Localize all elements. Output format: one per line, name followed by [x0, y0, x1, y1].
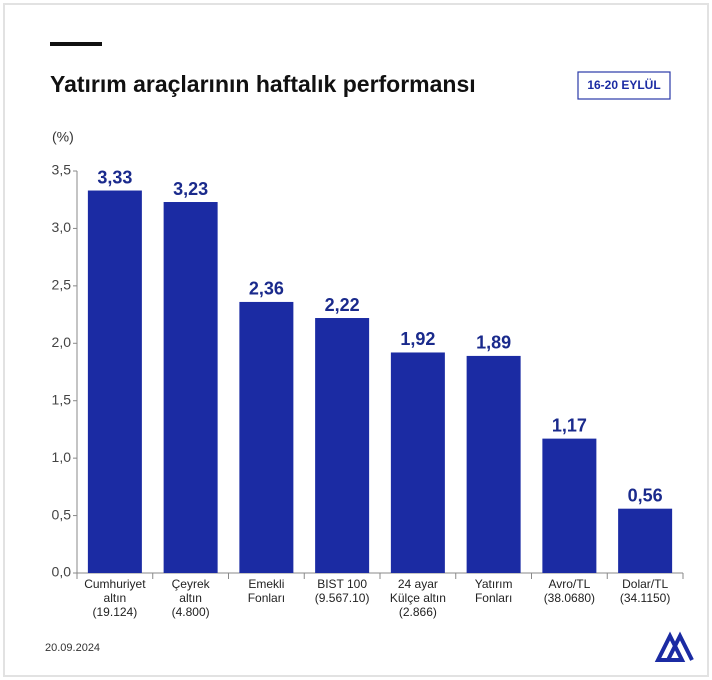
date: 20.09.2024	[45, 642, 100, 654]
logo	[654, 631, 694, 662]
x-tick-label: Fonları	[475, 591, 512, 605]
bar	[542, 438, 597, 573]
x-tick-label: altın	[104, 591, 127, 605]
badge-box	[577, 71, 671, 100]
x-tick-label: (34.1150)	[620, 591, 670, 605]
y-tick-label: 3,0	[52, 219, 72, 235]
bar	[239, 301, 294, 573]
x-tick-label: 24 ayar	[398, 577, 438, 591]
x-tick-label: (19.124)	[93, 605, 138, 619]
value-label: 1,92	[400, 329, 435, 349]
badge: 16-20 EYLÜL	[587, 77, 660, 92]
x-tick-label: Fonları	[248, 591, 285, 605]
y-tick-label: 3,5	[52, 162, 72, 178]
title-rule	[50, 42, 102, 46]
y-tick-label: 2,5	[52, 277, 72, 293]
value-label: 0,56	[628, 485, 663, 505]
x-tick-label: Çeyrek	[172, 577, 211, 591]
x-tick-label: (4.800)	[172, 605, 210, 619]
x-tick-label: Dolar/TL	[622, 577, 668, 591]
y-tick-label: 1,5	[52, 391, 72, 407]
value-label: 1,89	[476, 333, 511, 353]
x-tick-label: Külçe altın	[390, 591, 446, 605]
y-tick-label: 0,0	[52, 564, 72, 580]
bar	[163, 202, 218, 574]
x-tick-label: (38.0680)	[544, 591, 595, 605]
x-tick-label: Cumhuriyet	[84, 577, 146, 591]
y-tick-label: 1,0	[52, 449, 72, 465]
x-tick-label: Emekli	[248, 577, 284, 591]
x-tick-label: (9.567.10)	[315, 591, 370, 605]
bar	[315, 318, 370, 573]
bar	[87, 190, 142, 574]
y-tick-label: 2,0	[52, 334, 72, 350]
bar	[618, 508, 673, 573]
x-tick-label: BIST 100	[317, 577, 367, 591]
value-label: 3,33	[97, 167, 132, 187]
chart-title: Yatırım araçlarının haftalık performansı	[50, 71, 476, 97]
bar	[390, 352, 445, 573]
y-tick-label: 0,5	[52, 506, 72, 522]
value-label: 2,36	[249, 279, 284, 299]
value-label: 2,22	[325, 295, 360, 315]
x-tick-label: Yatırım	[475, 577, 513, 591]
value-label: 1,17	[552, 415, 587, 435]
bar	[466, 355, 521, 573]
x-tick-label: (2.866)	[399, 605, 437, 619]
y-axis-label: (%)	[52, 129, 74, 145]
value-label: 3,23	[173, 179, 208, 199]
x-tick-label: Avro/TL	[548, 577, 590, 591]
x-tick-label: altın	[179, 591, 202, 605]
